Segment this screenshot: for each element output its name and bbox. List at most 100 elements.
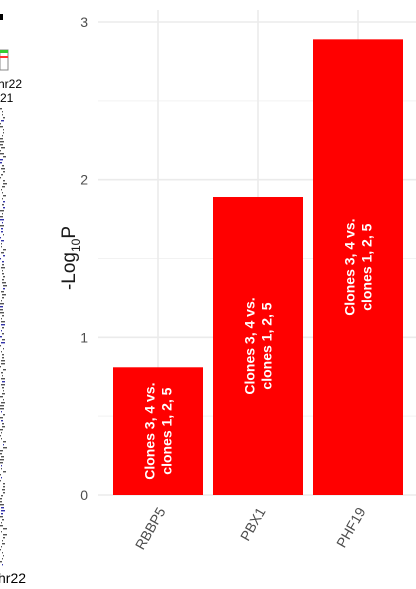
neighbor-track-tick <box>3 249 6 251</box>
neighbor-track-tick <box>0 309 3 311</box>
neighbor-track-tick <box>0 123 1 125</box>
neighbor-track-tick <box>1 330 2 332</box>
neighbor-track-tick <box>3 255 5 257</box>
neighbor-track-tick <box>1 495 3 497</box>
neighbor-track-tick <box>0 144 3 146</box>
neighbor-track-tick <box>2 354 4 356</box>
neighbor-track-tick <box>0 435 1 437</box>
neighbor-panel-top-mark <box>0 14 3 20</box>
neighbor-track-tick <box>1 477 2 479</box>
neighbor-track-tick <box>2 186 5 188</box>
bar-label-line: clones 1, 2, 5 <box>359 223 375 310</box>
neighbor-track-tick <box>0 396 3 398</box>
neighbor-track-tick <box>0 138 3 140</box>
neighbor-track-tick <box>2 135 3 137</box>
neighbor-track-tick <box>1 318 2 320</box>
neighbor-track-tick <box>2 222 3 224</box>
neighbor-track-tick <box>1 468 2 470</box>
x-tick-label-pbx1: PBX1 <box>237 504 269 543</box>
neighbor-track-tick <box>2 279 4 281</box>
neighbor-track-tick <box>3 183 7 185</box>
neighbor-track-tick <box>3 441 6 443</box>
neighbor-track-tick <box>0 336 2 338</box>
neighbor-track-tick <box>0 108 2 110</box>
neighbor-track-tick <box>1 420 3 422</box>
neighbor-track-tick <box>2 357 4 359</box>
neighbor-track-tick <box>0 474 1 476</box>
y-axis-title-tail: P <box>59 226 80 239</box>
neighbor-track-tick <box>0 561 2 563</box>
y-tick-label: 0 <box>80 487 88 503</box>
neighbor-track-tick <box>2 540 3 542</box>
neighbor-track-tick <box>3 555 4 557</box>
neighbor-track-tick <box>0 525 3 527</box>
neighbor-track-tick <box>2 111 3 113</box>
neighbor-track-tick <box>1 546 2 548</box>
neighbor-track-tick <box>3 369 6 371</box>
neighbor-track-tick <box>0 453 2 455</box>
neighbor-track-tick <box>1 228 3 230</box>
bar-label-line: Clones 3, 4 vs. <box>342 219 358 316</box>
neighbor-track-tick <box>2 423 4 425</box>
neighbor-track-tick <box>0 258 1 260</box>
neighbor-track-tick <box>1 360 5 362</box>
neighbor-track-tick <box>0 216 3 218</box>
neighbor-track-tick <box>1 456 4 458</box>
neighbor-track-tick <box>3 486 5 488</box>
neighbor-track-tick <box>2 333 4 335</box>
neighbor-track-tick <box>2 375 3 377</box>
y-tick-label: 1 <box>80 329 88 345</box>
neighbor-track-tick <box>1 321 5 323</box>
neighbor-track-tick <box>2 315 4 317</box>
bar-label-line: Clones 3, 4 vs. <box>242 297 258 394</box>
neighbor-track-tick <box>3 156 6 158</box>
neighbor-track-tick <box>2 489 5 491</box>
neighbor-track-tick <box>0 408 4 410</box>
neighbor-track-tick <box>1 252 4 254</box>
neighbor-track-tick <box>2 198 3 200</box>
neighbor-track-tick <box>3 492 5 494</box>
neighbor-track-tick <box>1 531 2 533</box>
neighbor-track-tick <box>1 120 4 122</box>
neighbor-track-tick <box>2 339 5 341</box>
neighbor-track-tick <box>0 480 1 482</box>
neighbor-track-tick <box>0 177 1 179</box>
neighbor-track-tick <box>0 225 4 227</box>
y-axis-title-subscript: 10 <box>69 238 83 252</box>
neighbor-track-tick <box>3 348 4 350</box>
neighbor-track-tick <box>1 411 2 413</box>
neighbor-track-tick <box>2 213 3 215</box>
neighbor-track-tick <box>2 204 4 206</box>
y-axis-title: -Log10P <box>59 226 83 290</box>
neighbor-track-tick <box>0 126 3 128</box>
neighbor-track-tick <box>3 276 5 278</box>
neighbor-track-tick <box>1 324 5 326</box>
neighbor-track-tick <box>2 165 4 167</box>
x-tick-label-phf19: PHF19 <box>333 504 369 550</box>
neighbor-track-tick <box>3 285 7 287</box>
neighbor-track-tick <box>0 498 2 500</box>
neighbor-track-tick <box>1 507 4 509</box>
neighbor-track-tick <box>1 291 4 293</box>
neighbor-track-tick <box>0 417 3 419</box>
bar-label-line: clones 1, 2, 5 <box>159 387 175 474</box>
neighbor-track-tick <box>1 300 2 302</box>
cropped-neighbor-panel <box>0 14 9 566</box>
neighbor-track-tick <box>1 351 2 353</box>
neighbor-track-tick <box>2 192 3 194</box>
neighbor-track-tick <box>3 288 5 290</box>
y-tick-label: 2 <box>80 172 88 188</box>
neighbor-track-tick <box>2 543 5 545</box>
neighbor-track-tick <box>0 237 1 239</box>
neighbor-track-tick <box>2 282 6 284</box>
neighbor-track-tick <box>3 234 4 236</box>
neighbor-track-tick <box>3 483 5 485</box>
bar-rbbp5 <box>113 367 203 495</box>
neighbor-track-tick <box>2 114 3 116</box>
x-axis-ticks: RBBP5 PBX1 PHF19 <box>132 504 369 552</box>
neighbor-track-tick <box>1 342 5 344</box>
neighbor-track-tick <box>1 174 3 176</box>
neighbor-track-tick <box>0 450 3 452</box>
neighbor-track-tick <box>0 210 4 212</box>
